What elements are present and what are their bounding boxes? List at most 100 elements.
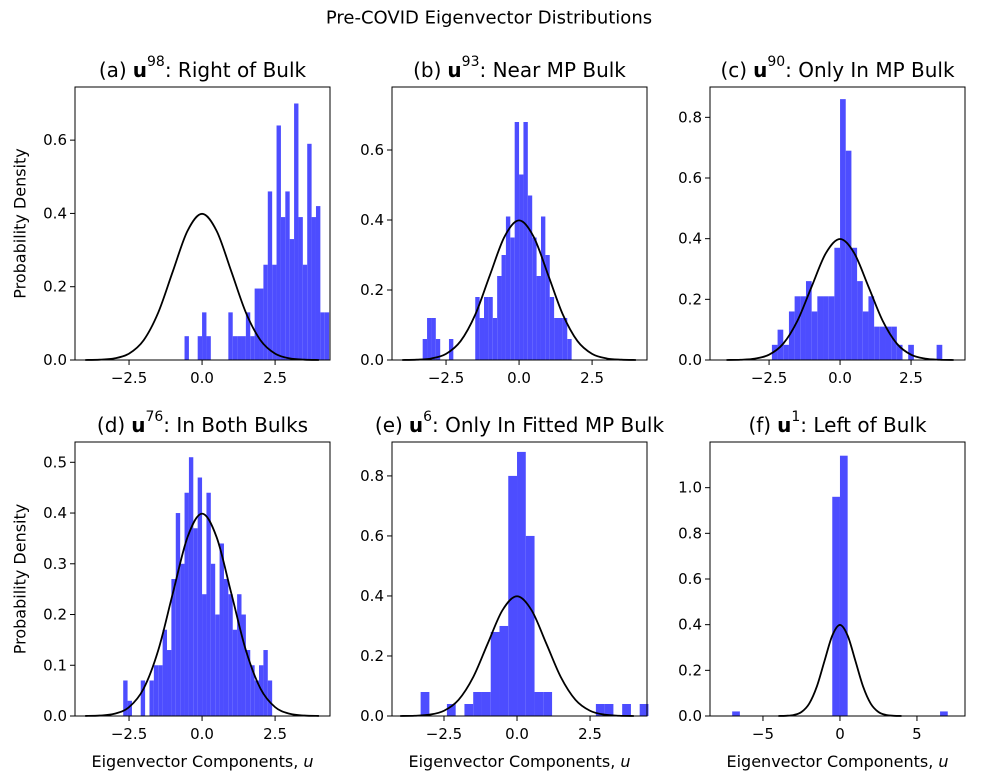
bar xyxy=(254,680,260,716)
bar xyxy=(254,288,260,360)
y-tick-label: 0.6 xyxy=(678,570,702,588)
x-tick-label: 2.5 xyxy=(578,725,602,743)
bar xyxy=(777,329,784,360)
y-tick-label: 0.8 xyxy=(678,108,702,126)
bar xyxy=(505,216,511,360)
bar xyxy=(259,288,264,360)
bar xyxy=(315,206,321,360)
bar xyxy=(481,691,491,716)
y-tick-label: 0.1 xyxy=(43,656,67,674)
bar xyxy=(427,318,432,360)
bar xyxy=(479,318,485,360)
y-tick-label: 1.0 xyxy=(678,479,702,497)
bar xyxy=(525,535,535,716)
bar xyxy=(549,297,555,360)
y-tick-label: 0.5 xyxy=(43,453,67,471)
bar xyxy=(193,528,198,716)
bar xyxy=(851,247,858,360)
bar xyxy=(237,336,242,360)
bar xyxy=(175,513,181,716)
title-symbol: u xyxy=(777,413,791,437)
density-curve xyxy=(402,219,636,361)
bar xyxy=(123,680,128,716)
bar xyxy=(534,691,544,716)
x-tick-label: 2.5 xyxy=(263,369,287,387)
title-exponent: 93 xyxy=(462,54,480,70)
density-curve xyxy=(85,512,319,717)
axes-frame xyxy=(391,86,648,361)
title-label: (b) xyxy=(413,58,441,82)
y-tick-label: 0.0 xyxy=(678,707,702,725)
bar xyxy=(543,691,553,716)
bar xyxy=(158,665,163,716)
bar xyxy=(817,296,824,360)
bar xyxy=(595,703,605,716)
bar xyxy=(422,339,428,360)
y-tick-label: 0.2 xyxy=(678,661,702,679)
bar xyxy=(523,122,528,360)
bar xyxy=(311,217,316,360)
bar xyxy=(241,336,246,360)
bar xyxy=(302,264,308,360)
bar xyxy=(639,703,649,716)
bar xyxy=(940,711,948,716)
bar xyxy=(232,629,238,716)
y-tick-label: 0.4 xyxy=(678,616,702,634)
bar xyxy=(517,451,526,716)
title-exponent: 1 xyxy=(791,409,800,425)
bar xyxy=(857,281,863,360)
y-axis-label: Probability Density xyxy=(11,504,30,655)
bar xyxy=(783,344,789,360)
title-text: : Near MP Bulk xyxy=(479,58,626,82)
axes-frame xyxy=(74,86,331,361)
bar xyxy=(180,563,185,716)
bar xyxy=(464,703,474,716)
x-tick-label: 2.5 xyxy=(580,369,604,387)
y-tick-label: 0.2 xyxy=(678,290,702,308)
bar xyxy=(420,691,430,716)
title-symbol: u xyxy=(131,413,145,437)
bar xyxy=(490,631,500,716)
bar xyxy=(874,326,880,360)
y-tick-label: 0.3 xyxy=(43,555,67,573)
x-tick-label: 2.5 xyxy=(263,725,287,743)
bar xyxy=(210,563,216,716)
bar xyxy=(885,326,892,360)
title-symbol: u xyxy=(447,58,461,82)
title-label: (e) xyxy=(375,413,403,437)
bar xyxy=(732,711,740,716)
density-curve xyxy=(85,212,319,361)
title-text: : Only In Fitted MP Bulk xyxy=(432,413,664,437)
subplot-title: (d) u76: In Both Bulks xyxy=(97,409,308,437)
y-tick-label: 0.6 xyxy=(360,527,384,545)
x-axis-label-symbol: u xyxy=(620,752,630,771)
x-tick-label: −2.5 xyxy=(751,369,787,387)
bar xyxy=(492,318,498,360)
axes-frame xyxy=(391,441,648,717)
subplot-title: (e) u6: Only In Fitted MP Bulk xyxy=(375,409,665,437)
bar xyxy=(527,195,533,360)
bar xyxy=(435,339,441,360)
title-exponent: 90 xyxy=(767,54,785,70)
bar xyxy=(219,543,224,716)
axes-frame xyxy=(709,86,966,361)
title-label: (a) xyxy=(99,58,127,82)
bar xyxy=(149,680,154,716)
density-curve xyxy=(726,238,954,361)
bar xyxy=(197,477,203,716)
y-tick-label: 0.4 xyxy=(678,230,702,248)
bar xyxy=(272,264,277,360)
bar xyxy=(879,326,886,360)
y-tick-label: 0.4 xyxy=(43,504,67,522)
x-tick-label: 0.0 xyxy=(190,725,214,743)
bar xyxy=(298,217,303,360)
y-tick-label: 0.2 xyxy=(360,647,384,665)
bar xyxy=(488,297,493,360)
bar xyxy=(839,455,848,716)
bar xyxy=(324,312,330,360)
y-tick-label: 0.6 xyxy=(360,141,384,159)
x-axis-label-text: Eigenvector Components, xyxy=(727,752,934,771)
y-tick-label: 0.8 xyxy=(678,524,702,542)
axes-frame xyxy=(709,441,966,717)
bar xyxy=(840,99,846,360)
